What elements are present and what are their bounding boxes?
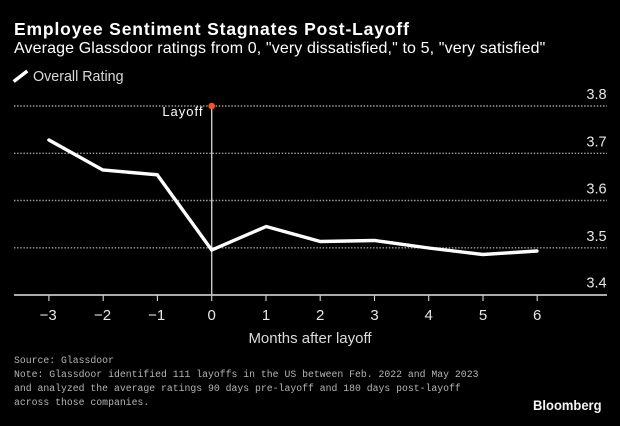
svg-text:Layoff: Layoff: [162, 104, 203, 119]
svg-text:Months after layoff: Months after layoff: [248, 330, 372, 347]
svg-text:4: 4: [425, 307, 433, 324]
svg-text:−1: −1: [148, 307, 165, 324]
svg-text:−2: −2: [94, 307, 111, 324]
svg-text:3.7: 3.7: [586, 134, 606, 150]
svg-text:1: 1: [262, 307, 270, 324]
svg-text:3.5: 3.5: [586, 229, 606, 245]
svg-text:0: 0: [208, 307, 216, 324]
svg-text:3: 3: [370, 307, 378, 324]
svg-text:3.6: 3.6: [586, 182, 606, 198]
svg-text:3.8: 3.8: [586, 87, 606, 103]
svg-text:5: 5: [479, 307, 487, 324]
svg-text:6: 6: [533, 307, 541, 324]
svg-text:−3: −3: [40, 307, 57, 324]
svg-text:3.4: 3.4: [586, 276, 606, 292]
svg-text:2: 2: [316, 307, 324, 324]
